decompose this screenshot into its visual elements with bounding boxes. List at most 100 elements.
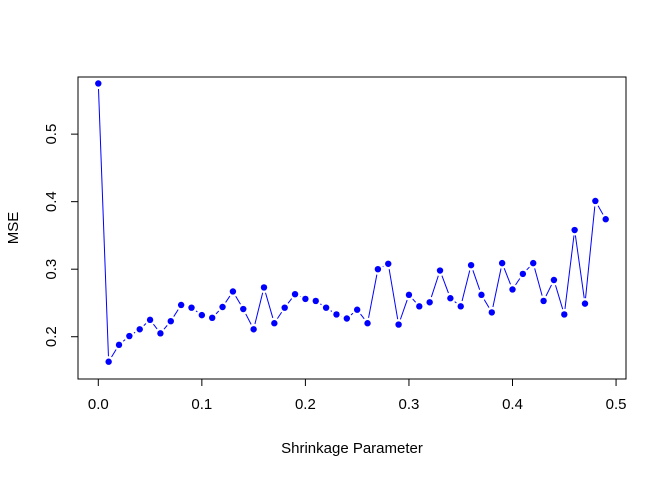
data-point	[302, 295, 309, 303]
series-segment	[122, 339, 126, 342]
data-point	[436, 267, 444, 274]
data-point	[457, 303, 464, 310]
series-segment	[585, 206, 596, 299]
data-point	[322, 304, 330, 311]
data-point	[602, 216, 609, 223]
data-point	[167, 317, 174, 325]
data-point	[146, 316, 154, 324]
data-point	[240, 305, 247, 313]
data-point	[209, 314, 216, 322]
x-tick-label: 0.0	[88, 396, 109, 413]
data-point	[581, 300, 589, 307]
data-point	[250, 326, 257, 333]
x-tick-label: 0.3	[399, 396, 420, 413]
series-segment	[430, 275, 439, 298]
series-segment	[350, 312, 354, 316]
data-point	[374, 265, 382, 273]
data-point	[364, 320, 371, 327]
series-segment	[143, 323, 147, 326]
data-point	[281, 304, 288, 311]
data-point	[95, 80, 102, 87]
series-segment	[98, 88, 109, 357]
data-point	[115, 341, 123, 349]
x-tick-label: 0.1	[191, 396, 212, 413]
data-point	[395, 321, 402, 328]
x-tick-label: 0.5	[606, 396, 627, 413]
data-point	[488, 309, 495, 316]
data-point	[157, 330, 164, 337]
data-point	[136, 326, 143, 333]
data-point	[271, 320, 278, 327]
series-segment	[492, 268, 502, 308]
series-segment	[195, 310, 198, 313]
series-segment	[360, 313, 365, 320]
data-point	[519, 270, 527, 278]
y-tick-label: 0.5	[43, 124, 60, 145]
series-lines	[98, 88, 604, 358]
data-point	[105, 358, 112, 365]
series-segment	[173, 309, 179, 317]
series-segment	[133, 331, 136, 334]
series-segment	[526, 266, 530, 271]
y-tick-label: 0.3	[43, 259, 60, 280]
data-point	[530, 259, 537, 267]
series-segment	[215, 310, 220, 315]
data-point	[353, 306, 361, 313]
series-segment	[388, 269, 399, 320]
x-tick-label: 0.4	[502, 396, 523, 413]
data-point	[198, 311, 206, 319]
y-tick-label: 0.2	[43, 326, 60, 347]
data-point	[426, 299, 433, 306]
data-point	[260, 284, 268, 291]
series-segment	[412, 298, 416, 303]
series-segment	[597, 205, 604, 215]
data-point	[188, 304, 195, 311]
data-point	[561, 311, 568, 318]
series-segment	[368, 274, 378, 318]
series-segment	[545, 284, 552, 297]
series-segment	[555, 285, 564, 310]
data-point	[177, 301, 185, 309]
data-point	[405, 291, 413, 299]
data-point	[385, 260, 392, 267]
series-segment	[153, 323, 158, 330]
series-segment	[287, 298, 293, 304]
data-point	[291, 290, 299, 298]
data-point	[333, 311, 340, 318]
data-point	[592, 197, 599, 205]
y-axis: 0.2 0.3 0.4 0.5	[43, 124, 79, 347]
series-segment	[441, 275, 449, 294]
data-point	[229, 288, 237, 295]
series-segment	[235, 295, 241, 305]
series-points	[95, 80, 609, 365]
series-segment	[574, 235, 585, 299]
series-segment	[461, 270, 471, 302]
data-point	[312, 297, 319, 305]
y-tick-label: 0.4	[43, 191, 60, 212]
y-axis-title: MSE	[5, 212, 22, 245]
series-segment	[225, 295, 231, 303]
data-point	[498, 259, 506, 267]
data-point	[447, 295, 454, 302]
series-segment	[472, 270, 481, 290]
data-point	[467, 261, 475, 269]
x-axis-title: Shrinkage Parameter	[281, 440, 423, 457]
series-segment	[330, 310, 333, 312]
series-segment	[245, 313, 252, 325]
data-point	[478, 291, 485, 299]
x-axis: 0.0 0.1 0.2 0.3 0.4 0.5	[88, 378, 627, 413]
data-point	[571, 226, 578, 234]
series-segment	[503, 268, 511, 285]
series-segment	[265, 292, 274, 319]
series-segment	[483, 299, 490, 308]
series-segment	[320, 303, 322, 306]
data-point	[416, 303, 423, 310]
data-point	[509, 286, 516, 293]
data-point	[219, 303, 226, 311]
series-segment	[515, 278, 521, 286]
data-point	[550, 276, 558, 284]
series-segment	[399, 299, 408, 320]
series-segment	[564, 235, 575, 310]
series-segment	[254, 292, 264, 325]
